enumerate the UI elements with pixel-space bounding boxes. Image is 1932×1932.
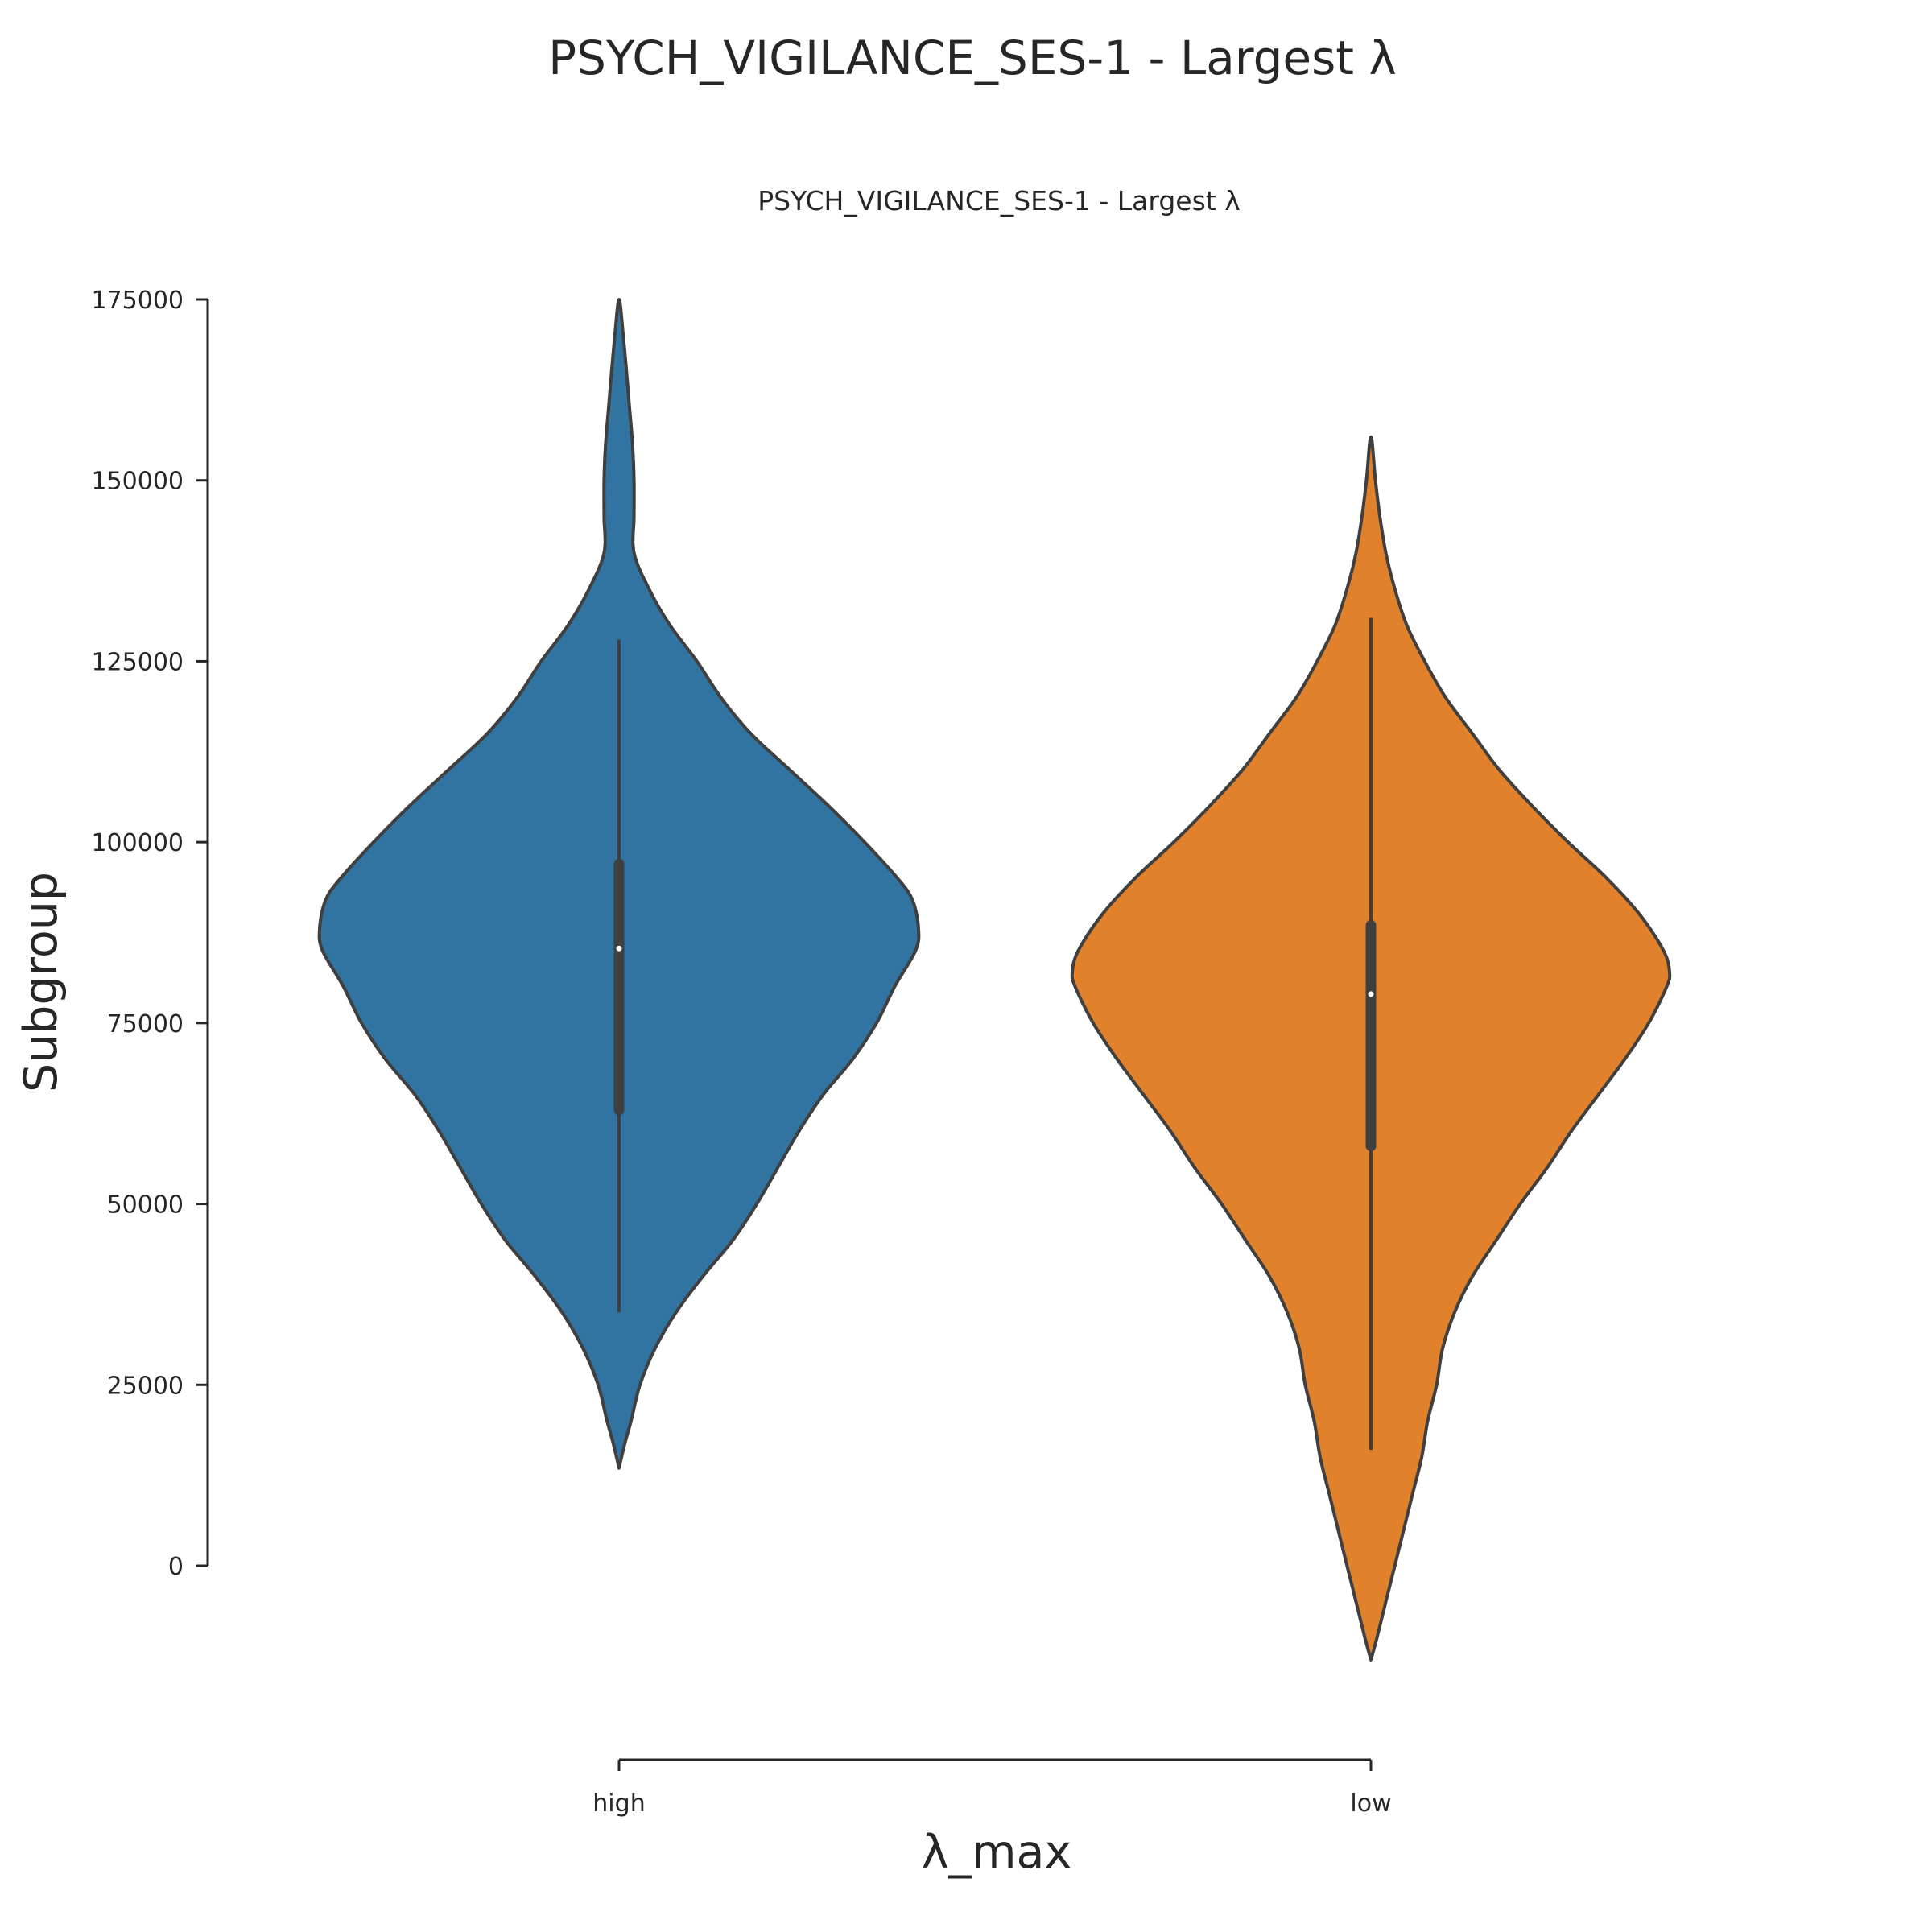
y-tick-label: 100000 — [91, 829, 184, 857]
x-axis-label: λ_max — [922, 1826, 1071, 1879]
x-axis: high low — [592, 1758, 1392, 1818]
y-axis: 0 25000 50000 75000 100000 125000 150000 175000 — [91, 287, 209, 1581]
violins — [317, 298, 1672, 1662]
y-tick-label: 50000 — [107, 1191, 184, 1220]
median-dot-high — [616, 945, 622, 952]
chart-title: PSYCH_VIGILANCE_SES-1 - Largest λ — [758, 185, 1241, 217]
x-tick-label: low — [1350, 1790, 1391, 1818]
y-tick-label: 25000 — [107, 1372, 184, 1400]
y-tick-label: 150000 — [91, 468, 184, 496]
y-tick-label: 0 — [168, 1553, 184, 1581]
y-axis-label: Subgroup — [14, 872, 68, 1092]
x-tick-label: high — [592, 1790, 645, 1818]
y-tick-label: 75000 — [107, 1010, 184, 1038]
y-tick-label: 125000 — [91, 648, 184, 676]
figure-suptitle: PSYCH_VIGILANCE_SES-1 - Largest λ — [548, 31, 1397, 85]
y-tick-label: 175000 — [91, 287, 184, 315]
median-dot-low — [1368, 991, 1374, 997]
